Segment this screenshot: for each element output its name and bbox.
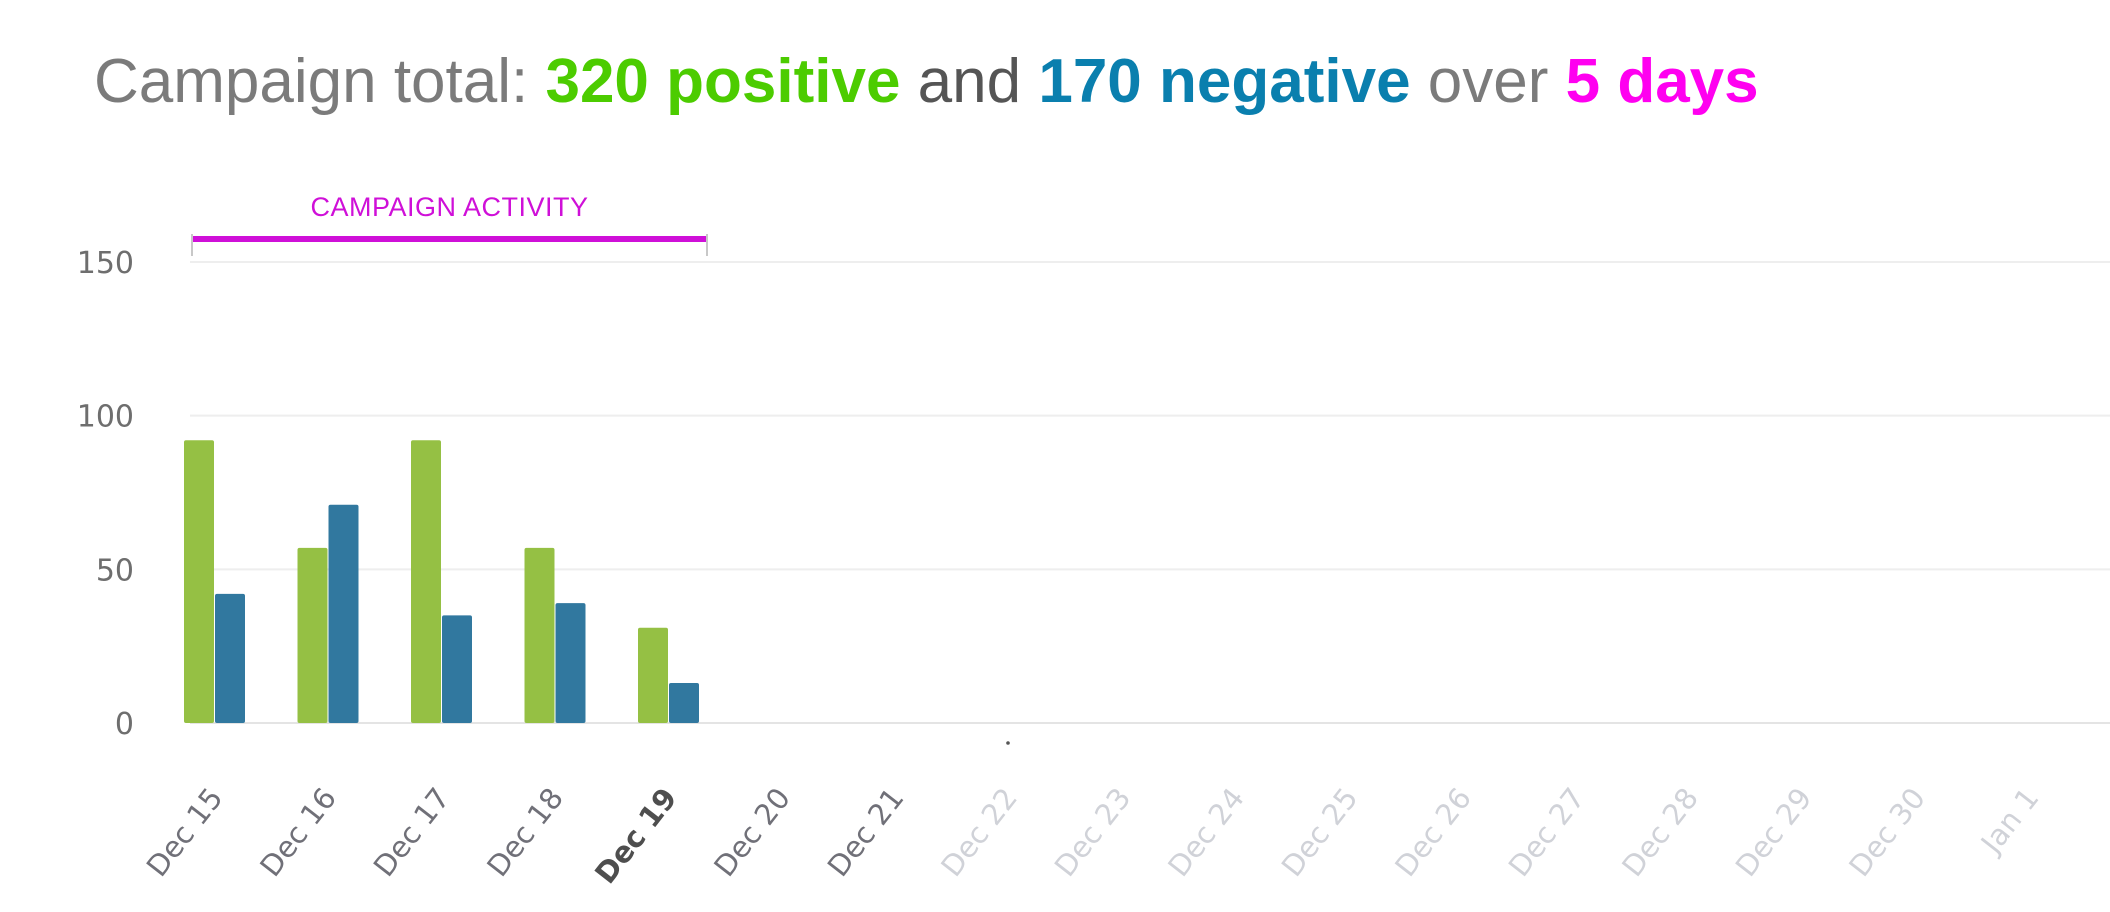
- headline-duration: 5 days: [1565, 47, 1759, 116]
- y-tick-label: 150: [77, 246, 134, 281]
- y-tick-label: 0: [115, 707, 134, 742]
- negative-bar: [328, 504, 359, 723]
- x-tick-label: Dec 22: [934, 781, 1024, 883]
- x-tick-label: Dec 24: [1161, 781, 1251, 883]
- positive-bar: [297, 547, 328, 723]
- gridlines: [190, 261, 2110, 724]
- positive-bar: [411, 440, 441, 723]
- negative-bar: [442, 615, 472, 723]
- x-tick-label: Dec 15: [140, 781, 230, 883]
- headline-prefix: Campaign total:: [94, 47, 546, 116]
- positive-bar: [184, 440, 214, 723]
- positive-bar: [524, 547, 555, 723]
- x-tick-label: Dec 19: [588, 781, 683, 890]
- bars: [184, 440, 699, 723]
- negative-bar: [215, 593, 245, 723]
- y-tick-label: 100: [77, 400, 134, 435]
- x-tick-label: Dec 17: [367, 781, 457, 883]
- x-tick-label: Dec 20: [707, 781, 797, 883]
- y-axis-ticks: 0 50 100 150: [77, 246, 134, 742]
- annotation-label: CAMPAIGN ACTIVITY: [310, 192, 588, 222]
- axis-marker-dot: [1006, 741, 1010, 745]
- positive-bar: [638, 627, 668, 723]
- x-tick-label: Jan 1: [1973, 781, 2046, 861]
- x-tick-label: Dec 25: [1275, 781, 1365, 883]
- y-tick-label: 50: [96, 553, 134, 588]
- chart-headline: Campaign total: 320 positive and 170 neg…: [94, 42, 1759, 122]
- negative-bar: [555, 603, 586, 723]
- negative-bar: [669, 683, 699, 723]
- campaign-activity-annotation: CAMPAIGN ACTIVITY: [191, 192, 708, 256]
- headline-joiner: and: [900, 47, 1039, 116]
- x-tick-label: Dec 27: [1502, 781, 1592, 883]
- x-tick-label: Dec 16: [253, 781, 343, 883]
- x-tick-label: Dec 18: [480, 781, 570, 883]
- x-axis-ticks: Dec 15 Dec 16 Dec 17 Dec 18 Dec 19 Dec 20 Dec …: [140, 741, 2046, 890]
- x-tick-label: Dec 21: [821, 781, 911, 883]
- x-tick-label: Dec 23: [1048, 781, 1138, 883]
- headline-over: over: [1410, 47, 1566, 116]
- x-tick-label: Dec 28: [1615, 781, 1705, 883]
- x-tick-label: Dec 29: [1729, 781, 1819, 883]
- headline-negative-total: 170 negative: [1038, 47, 1411, 116]
- x-tick-label: Dec 26: [1388, 781, 1478, 883]
- headline-positive-total: 320 positive: [545, 47, 901, 116]
- x-tick-label: Dec 30: [1842, 781, 1932, 883]
